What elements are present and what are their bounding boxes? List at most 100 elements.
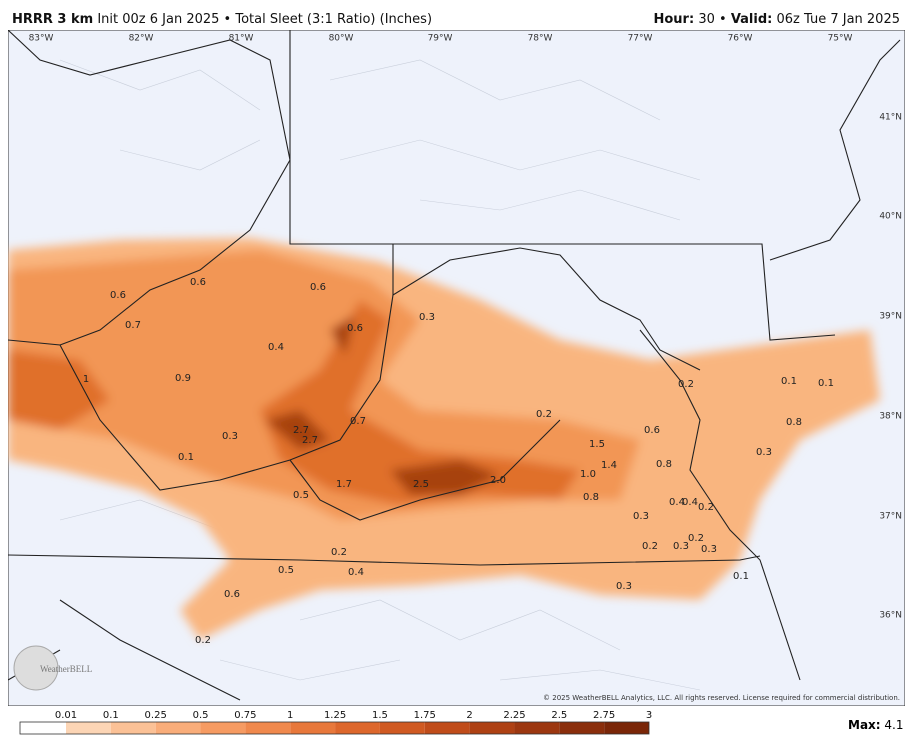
value-label: 0.2: [536, 409, 552, 420]
legend-tick-label: 1.25: [324, 710, 346, 721]
latitude-label: 37°N: [879, 512, 902, 522]
longitude-label: 79°W: [428, 34, 453, 44]
legend-swatch: [379, 722, 425, 734]
legend-swatch: [514, 722, 560, 734]
max-value: 4.1: [884, 718, 903, 732]
value-labels: 0.6 0.6 0.6 0.7 0.6 0.3 0.4 1 0.9 0.7 0.2 2.72.7 0.3…: [83, 277, 834, 646]
hour-label: Hour:: [653, 12, 694, 27]
legend-frame: [19, 721, 650, 735]
latitude-label: 38°N: [879, 412, 902, 422]
legend-swatch: [20, 722, 66, 734]
legend-tick-label: 0.1: [103, 710, 119, 721]
legend-swatch: [335, 722, 380, 734]
value-label: 0.2: [642, 541, 658, 552]
legend: 0.01 0.1 0.25 0.5 0.75 1 1.25 1.5 1.75 2 2.25 2.5 2.…: [19, 710, 652, 735]
value-label: 0.3: [616, 581, 632, 592]
legend-swatch: [424, 722, 470, 734]
value-label: 0.2: [698, 502, 714, 513]
value-label: 0.6: [190, 277, 206, 288]
longitude-label: 76°W: [728, 34, 753, 44]
value-label: 2.7: [293, 425, 309, 436]
value-label: 0.5: [278, 565, 294, 576]
legend-tick-label: 2.25: [503, 710, 525, 721]
longitude-label: 82°W: [129, 34, 154, 44]
legend-tick-label: 1.5: [372, 710, 388, 721]
state-borders: [8, 30, 901, 701]
legend-tick-label: 0.01: [55, 710, 77, 721]
legend-tick-label: 2: [466, 710, 472, 721]
legend-swatch: [469, 722, 515, 734]
value-label: 1: [83, 374, 89, 385]
legend-swatch: [66, 722, 111, 734]
value-label: 0.2: [678, 379, 694, 390]
latitude-label: 39°N: [879, 312, 902, 322]
legend-swatch: [290, 722, 336, 734]
value-label: 0.3: [701, 544, 717, 555]
longitude-label: 78°W: [528, 34, 553, 44]
latitude-label: 40°N: [879, 212, 902, 222]
model: HRRR 3 km: [12, 12, 93, 27]
value-label: 0.4: [348, 567, 364, 578]
value-label: 0.6: [310, 282, 326, 293]
value-label: 0.3: [222, 431, 238, 442]
county-lines: [59, 59, 701, 691]
legend-tick-label: 0.75: [234, 710, 256, 721]
copyright: © 2025 WeatherBELL Analytics, LLC. All r…: [543, 694, 900, 702]
legend-swatch: [200, 722, 246, 734]
legend-tick-label: 0.5: [193, 710, 209, 721]
valid: 06z Tue 7 Jan 2025: [777, 12, 901, 27]
value-label: 0.8: [786, 417, 802, 428]
value-label: 0.2: [195, 635, 211, 646]
value-label: 2.0: [490, 475, 506, 486]
legend-tick-label: 0.25: [145, 710, 167, 721]
value-label: 1.4: [601, 460, 617, 471]
value-label: 1.0: [580, 469, 596, 480]
value-label: 0.4: [268, 342, 284, 353]
longitude-label: 81°W: [229, 34, 254, 44]
value-label: 0.8: [583, 492, 599, 503]
legend-swatch: [245, 722, 291, 734]
longitude-labels: 83°W 82°W 81°W 80°W 79°W 78°W 77°W 76°W 75°W: [29, 34, 853, 44]
value-label: 0.5: [293, 490, 309, 501]
value-label: 1.7: [336, 479, 352, 490]
legend-swatch: [604, 722, 649, 734]
value-label: 0.7: [125, 320, 141, 331]
precip: [8, 238, 880, 640]
legend-tick-label: 2.5: [551, 710, 567, 721]
longitude-label: 83°W: [29, 34, 54, 44]
separator: •: [719, 12, 727, 27]
legend-swatch: [559, 722, 605, 734]
header-right: Hour: 30 • Valid: 06z Tue 7 Jan 2025: [653, 12, 900, 27]
legend-tick-label: 3: [646, 710, 652, 721]
map: 83°W 82°W 81°W 80°W 79°W 78°W 77°W 76°W 75°W 41°…: [8, 30, 905, 706]
value-label: 0.7: [350, 416, 366, 427]
logo: WeatherBELL: [40, 664, 92, 674]
longitude-label: 80°W: [329, 34, 354, 44]
header-left: HRRR 3 km Init 00z 6 Jan 2025 • Total Sl…: [12, 12, 432, 27]
value-label: 0.6: [224, 589, 240, 600]
value-label: 0.6: [644, 425, 660, 436]
longitude-label: 77°W: [628, 34, 653, 44]
value-label: 0.3: [673, 541, 689, 552]
value-label: 2.5: [413, 479, 429, 490]
latitude-label: 41°N: [879, 113, 902, 123]
value-label: 2.7: [302, 435, 318, 446]
description: Init 00z 6 Jan 2025 • Total Sleet (3:1 R…: [97, 12, 432, 27]
max-label: Max:: [848, 718, 881, 732]
value-label: 0.3: [633, 511, 649, 522]
value-label: 0.1: [178, 452, 194, 463]
valid-label: Valid:: [731, 12, 773, 27]
legend-tick-label: 2.75: [593, 710, 615, 721]
latitude-labels: 41°N 40°N 39°N 38°N 37°N 36°N: [879, 113, 902, 621]
latitude-label: 36°N: [879, 611, 902, 621]
value-label: 0.1: [818, 378, 834, 389]
value-label: 0.4: [682, 497, 698, 508]
value-label: 0.3: [419, 312, 435, 323]
value-label: 0.8: [656, 459, 672, 470]
legend-tick-label: 1.75: [414, 710, 436, 721]
value-label: 0.6: [110, 290, 126, 301]
legend-tick-label: 1: [287, 710, 293, 721]
max: Max: 4.1: [848, 718, 904, 732]
value-label: 0.2: [331, 547, 347, 558]
